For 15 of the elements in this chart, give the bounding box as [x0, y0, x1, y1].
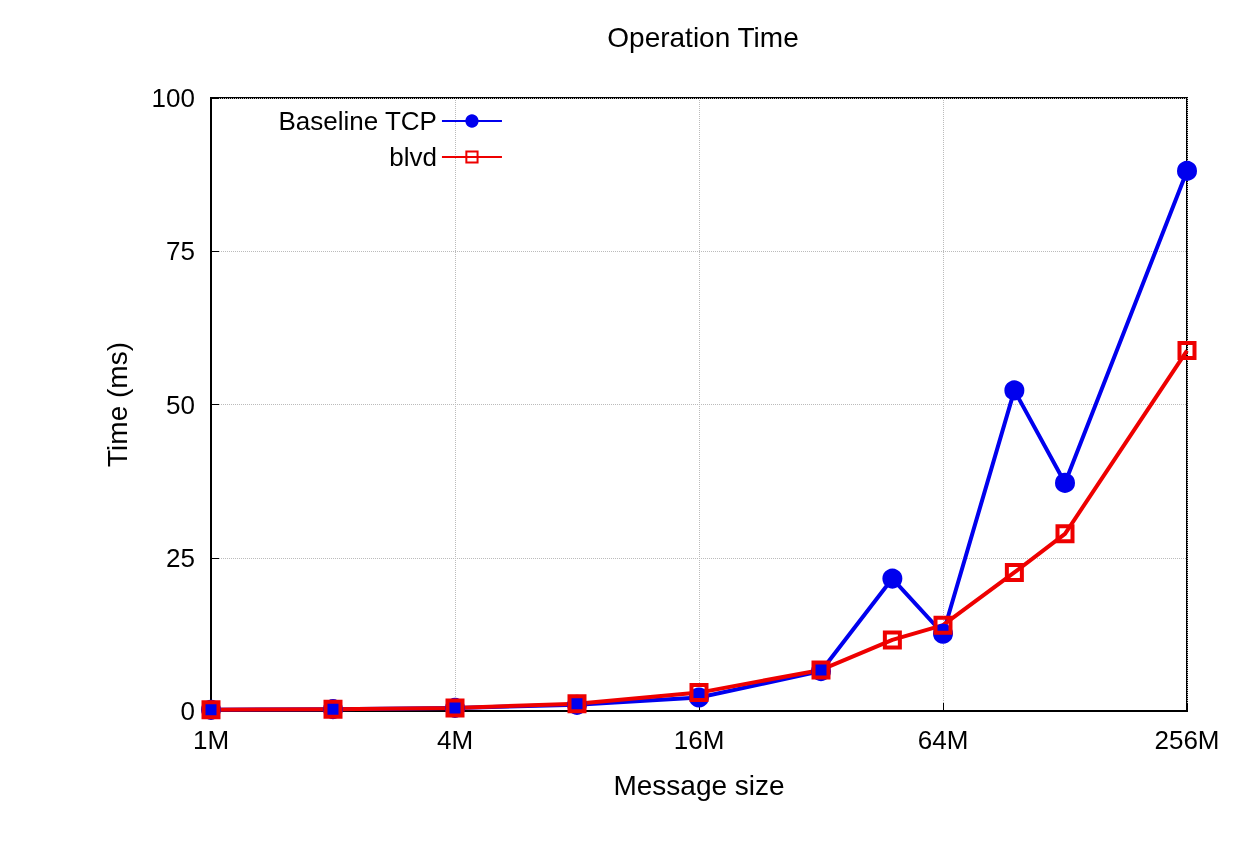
- x-tick-label: 16M: [673, 725, 725, 755]
- y-axis-title: Time (ms): [101, 342, 133, 467]
- legend-label: Baseline TCP: [278, 106, 437, 136]
- y-tick-label: 25: [166, 542, 195, 573]
- y-tick-label: 50: [166, 389, 195, 420]
- y-tick-label: 100: [151, 83, 195, 113]
- x-tick-label: 1M: [192, 725, 230, 755]
- y-tick-label: 0: [180, 696, 195, 726]
- legend-label: blvd: [389, 142, 437, 172]
- x-tick-label: 4M: [436, 725, 474, 755]
- x-axis-title: Message size: [613, 769, 785, 801]
- x-tick-label: 64M: [917, 725, 969, 755]
- y-tick-label: 75: [166, 236, 195, 267]
- x-tick-label: 256M: [1154, 725, 1220, 755]
- chart-title: Operation Time: [607, 21, 799, 53]
